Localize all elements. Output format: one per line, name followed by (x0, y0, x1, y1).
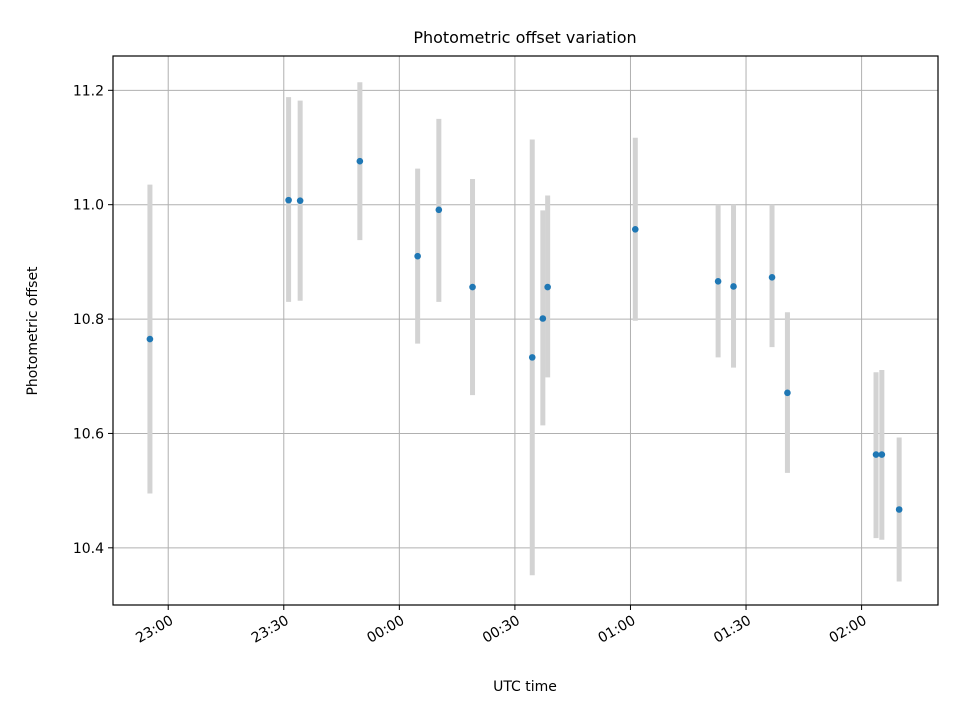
data-point (285, 196, 292, 204)
data-point (146, 335, 154, 343)
error-bars (147, 82, 902, 582)
data-point (730, 283, 737, 290)
x-tick-label: 23:30 (249, 613, 292, 647)
chart-title: Photometric offset variation (413, 28, 636, 47)
data-point (469, 283, 476, 291)
data-point (414, 252, 421, 260)
x-ticks: 23:00 23:30 00:00 00:30 01:00 01:30 02:00 (133, 605, 870, 647)
data-points (146, 157, 903, 513)
x-tick-label: 00:30 (480, 613, 523, 647)
y-ticks: 10.4 10.6 10.8 11.0 11.2 (73, 83, 113, 557)
y-tick-label: 10.8 (73, 312, 104, 328)
data-point (296, 197, 304, 204)
y-axis-label: Photometric offset (25, 266, 41, 396)
x-tick-label: 01:30 (711, 613, 754, 647)
y-tick-label: 10.6 (73, 426, 104, 442)
x-axis-label: UTC time (493, 679, 557, 695)
data-point (539, 315, 547, 322)
grid (113, 56, 938, 605)
data-point (544, 283, 551, 291)
x-tick-label: 00:00 (364, 613, 407, 647)
data-point (895, 506, 903, 513)
data-point (872, 451, 880, 458)
data-point (784, 389, 791, 397)
x-tick-label: 02:00 (827, 613, 870, 647)
y-tick-label: 11.0 (73, 198, 104, 214)
data-point (631, 225, 639, 233)
x-tick-label: 01:00 (596, 613, 639, 647)
data-point (356, 157, 364, 165)
y-tick-label: 11.2 (73, 83, 104, 99)
data-point (435, 206, 443, 214)
data-point (768, 274, 776, 281)
plot-frame (112, 55, 939, 606)
x-tick-label: 23:00 (133, 613, 176, 647)
data-point (714, 278, 722, 285)
data-point (528, 354, 536, 361)
y-tick-label: 10.4 (73, 541, 104, 557)
data-point (878, 451, 886, 458)
